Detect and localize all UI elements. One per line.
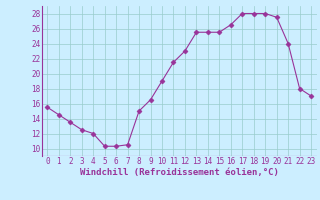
- X-axis label: Windchill (Refroidissement éolien,°C): Windchill (Refroidissement éolien,°C): [80, 168, 279, 177]
